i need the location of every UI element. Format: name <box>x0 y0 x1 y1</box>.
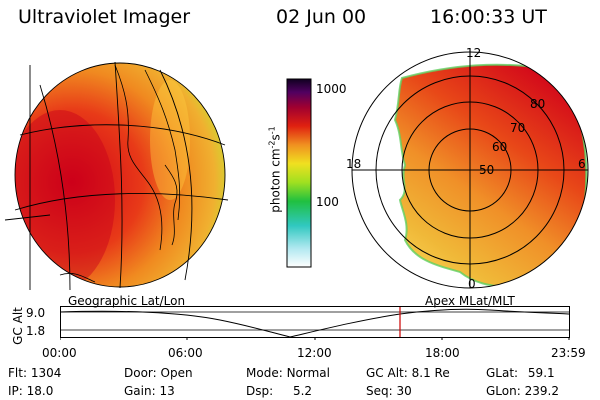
ip-value: 18.0 <box>26 384 54 398</box>
ip-label: IP: <box>8 384 23 398</box>
gcalt-value: 8.1 Re <box>411 366 450 380</box>
mlat-label-60: 60 <box>492 140 508 154</box>
mlat-label-50: 50 <box>479 163 495 177</box>
mlt-label-18: 18 <box>346 157 362 171</box>
colorbar-unit-label: photon cm-2s-1 <box>268 105 283 235</box>
flt-field: Flt: 1304 <box>8 366 61 380</box>
colorbar-unit-sup1: -2 <box>267 140 277 149</box>
mlat-label-70: 70 <box>510 121 526 135</box>
geographic-globe-image <box>4 61 229 290</box>
gcalt-field: GC Alt: 8.1 Re <box>366 366 450 380</box>
apex-panel-label: Apex MLat/MLT <box>425 294 515 308</box>
mlt-label-12: 12 <box>466 46 482 60</box>
alt-x-tick-0600: 06:00 <box>168 346 203 360</box>
glat-field: GLat: 59.1 <box>486 366 555 380</box>
flt-value: 1304 <box>30 366 62 380</box>
colorbar <box>286 78 312 268</box>
altitude-timeline-plot <box>60 306 571 340</box>
door-label: Door: <box>124 366 157 380</box>
glon-field: GLon: 239.2 <box>486 384 559 398</box>
seq-label: Seq: <box>366 384 393 398</box>
colorbar-unit-sup2: -1 <box>267 126 277 135</box>
dsp-value: 5.2 <box>292 384 313 398</box>
dsp-field: Dsp: 5.2 <box>246 384 312 398</box>
gain-value: 13 <box>159 384 175 398</box>
mlt-label-0: 0 <box>468 277 476 291</box>
ip-field: IP: 18.0 <box>8 384 53 398</box>
instrument-title: Ultraviolet Imager <box>18 6 191 28</box>
door-field: Door: Open <box>124 366 193 380</box>
colorbar-tick-high: 1000 <box>316 82 347 96</box>
seq-field: Seq: 30 <box>366 384 412 398</box>
door-value: Open <box>160 366 193 380</box>
time-label: 16:00:33 UT <box>430 6 547 28</box>
gcalt-label: GC Alt: <box>366 366 408 380</box>
date-label: 02 Jun 00 <box>276 6 367 28</box>
polar-mlat-mlt-plot <box>351 51 589 289</box>
colorbar-unit-base: photon cm <box>268 148 283 213</box>
glat-label: GLat: <box>486 366 519 380</box>
glon-value: 239.2 <box>524 384 559 398</box>
colorbar-tick-mid: 100 <box>316 195 339 209</box>
alt-tick-low: 1.8 <box>26 324 46 338</box>
gain-label: Gain: <box>124 384 156 398</box>
flt-label: Flt: <box>8 366 27 380</box>
glat-value: 59.1 <box>527 366 555 380</box>
mode-label: Mode: <box>246 366 283 380</box>
mode-field: Mode: Normal <box>246 366 330 380</box>
alt-x-tick-0000: 00:00 <box>42 346 77 360</box>
gain-field: Gain: 13 <box>124 384 175 398</box>
glon-label: GLon: <box>486 384 521 398</box>
gc-alt-axis-label: GC Alt <box>11 307 25 345</box>
seq-value: 30 <box>396 384 412 398</box>
colorbar-unit-mid: s <box>268 134 283 141</box>
dsp-label: Dsp: <box>246 384 274 398</box>
geographic-panel-label: Geographic Lat/Lon <box>68 294 186 308</box>
mlt-label-6: 6 <box>578 157 586 171</box>
alt-x-tick-1800: 18:00 <box>425 346 460 360</box>
alt-x-tick-2359: 23:59 <box>551 346 586 360</box>
alt-tick-high: 9.0 <box>26 306 46 320</box>
alt-x-tick-1200: 12:00 <box>297 346 332 360</box>
mlat-label-80: 80 <box>530 97 546 111</box>
mode-value: Normal <box>286 366 330 380</box>
